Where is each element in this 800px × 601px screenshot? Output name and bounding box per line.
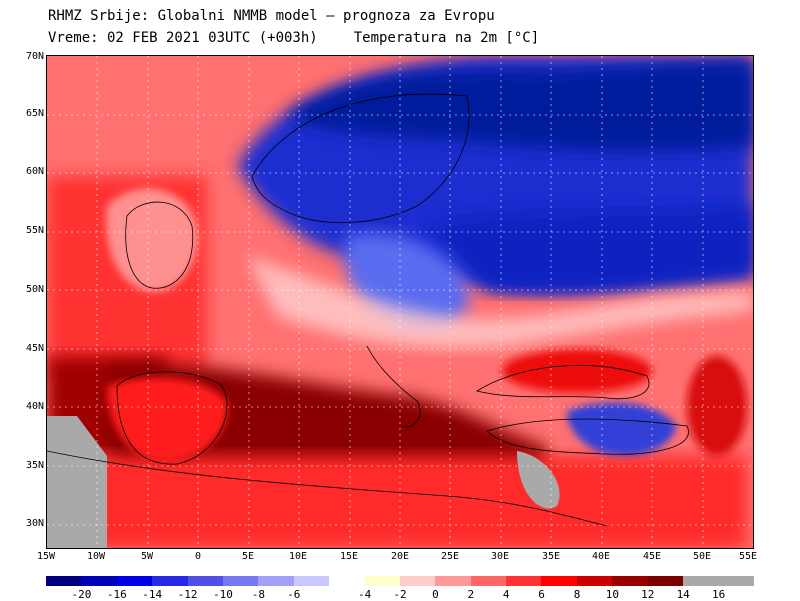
color-legend <box>46 576 754 586</box>
lon-label-40e: 40E <box>591 551 611 562</box>
lat-label-50n: 50N <box>25 284 44 295</box>
legend-swatch <box>222 576 259 586</box>
legend-swatch <box>364 576 400 586</box>
temperature-field <box>47 56 753 548</box>
legend-label: -14 <box>142 588 163 601</box>
legend-swatch <box>647 576 684 586</box>
legend-swatch <box>152 576 188 586</box>
legend-labels: -20 -16 -14 -12 -10 -8 -6 -4 -2 0 2 4 6 8 10 12 14 16 <box>46 588 754 601</box>
field-name: Temperatura na 2m [°C] <box>353 30 540 46</box>
map-title: RHMZ Srbije: Globalni NMMB model — progn… <box>48 8 495 24</box>
lon-label-55e: 55E <box>738 551 758 562</box>
legend-swatch <box>399 576 436 586</box>
legend-label: 14 <box>676 588 690 601</box>
lon-label-0: 0 <box>194 551 202 562</box>
lat-label-45n: 45N <box>25 343 44 354</box>
legend-swatch <box>46 576 82 586</box>
temperature-map <box>46 55 754 549</box>
lon-label-5e: 5E <box>241 551 255 562</box>
legend-label: -16 <box>106 588 127 601</box>
legend-label: 16 <box>711 588 726 601</box>
legend-label: -2 <box>393 588 407 601</box>
legend-swatch <box>329 576 365 586</box>
lat-label-65n: 65N <box>25 108 44 119</box>
legend-swatch <box>541 576 577 586</box>
legend-label: 10 <box>605 588 620 601</box>
lat-label-30n: 30N <box>25 518 44 529</box>
legend-swatch <box>506 576 542 586</box>
legend-swatch <box>718 576 754 586</box>
legend-label: 6 <box>538 588 545 601</box>
legend-swatch <box>258 576 294 586</box>
lon-label-15w: 15W <box>36 551 56 562</box>
legend-label: -6 <box>287 588 301 601</box>
legend-label: 8 <box>573 588 581 601</box>
lon-label-5w: 5W <box>140 551 154 562</box>
legend-swatch <box>576 576 613 586</box>
lon-label-10e: 10E <box>288 551 308 562</box>
lon-label-30e: 30E <box>490 551 510 562</box>
legend-label: -20 <box>71 588 92 601</box>
legend-label: 4 <box>502 588 510 601</box>
map-subtitle: Vreme: 02 FEB 2021 03UTC (+003h) Temperat… <box>48 30 539 46</box>
lon-label-25e: 25E <box>440 551 460 562</box>
legend-label: -4 <box>357 588 372 601</box>
lon-label-20e: 20E <box>390 551 410 562</box>
legend-label: 12 <box>641 588 655 601</box>
legend-label: -8 <box>251 588 266 601</box>
legend-label: 2 <box>467 588 475 601</box>
legend-swatch <box>683 576 719 586</box>
lon-label-35e: 35E <box>541 551 561 562</box>
coastlines <box>47 93 689 527</box>
legend-label: 0 <box>432 588 439 601</box>
lat-label-60n: 60N <box>25 166 44 177</box>
legend-swatch <box>116 576 153 586</box>
lat-label-70n: 70N <box>25 51 44 62</box>
legend-swatch <box>612 576 648 586</box>
lon-label-50e: 50E <box>692 551 712 562</box>
legend-swatch <box>470 576 507 586</box>
legend-swatch <box>435 576 471 586</box>
lat-label-55n: 55N <box>25 225 44 236</box>
legend-swatch <box>81 576 117 586</box>
lon-label-15e: 15E <box>339 551 359 562</box>
legend-swatch <box>187 576 223 586</box>
valid-time: Vreme: 02 FEB 2021 03UTC (+003h) <box>48 30 318 46</box>
lat-label-40n: 40N <box>25 401 44 412</box>
graticule <box>47 56 753 548</box>
lon-label-45e: 45E <box>642 551 662 562</box>
lon-label-10w: 10W <box>86 551 106 562</box>
legend-swatch <box>293 576 330 586</box>
lat-label-35n: 35N <box>25 460 44 471</box>
legend-label: -12 <box>177 588 198 601</box>
legend-label: -10 <box>213 588 233 601</box>
